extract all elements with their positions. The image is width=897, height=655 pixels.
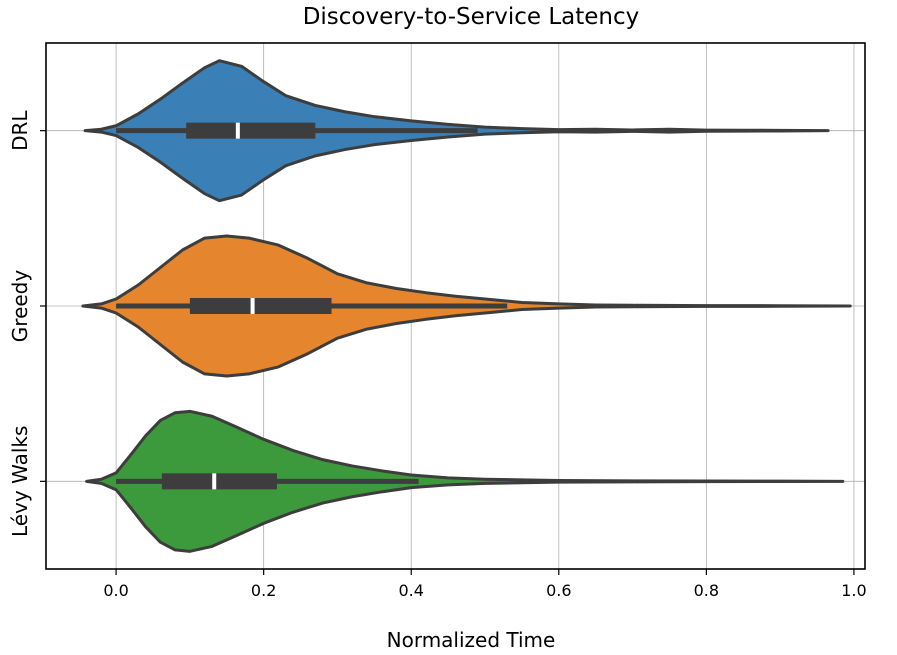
x-tick-label: 0.8 [694, 581, 719, 600]
y-tick-label: Greedy [8, 270, 32, 343]
violin-body [85, 409, 845, 553]
violin-median [212, 473, 217, 490]
x-tick-label: 0.0 [103, 581, 128, 600]
chart-title: Discovery-to-Service Latency [303, 4, 640, 30]
x-axis-label: Normalized Time [387, 628, 556, 652]
violin-iqr-box [189, 298, 332, 314]
violin-median [235, 122, 240, 139]
x-tick-label: 1.0 [841, 581, 866, 600]
x-tick-label: 0.4 [399, 581, 424, 600]
y-axis-ticks: DRL Greedy Lévy Walks [8, 110, 46, 537]
x-axis-ticks: 0.0 0.2 0.4 0.6 0.8 1.0 [103, 569, 867, 600]
violin-median [250, 298, 255, 314]
violins [81, 59, 852, 553]
x-tick-label: 0.6 [546, 581, 571, 600]
y-tick-label: Lévy Walks [8, 426, 32, 537]
violin-iqr-box [186, 122, 316, 139]
y-tick-label: DRL [8, 110, 32, 151]
violin-iqr-box [161, 473, 277, 490]
x-tick-label: 0.2 [251, 581, 276, 600]
